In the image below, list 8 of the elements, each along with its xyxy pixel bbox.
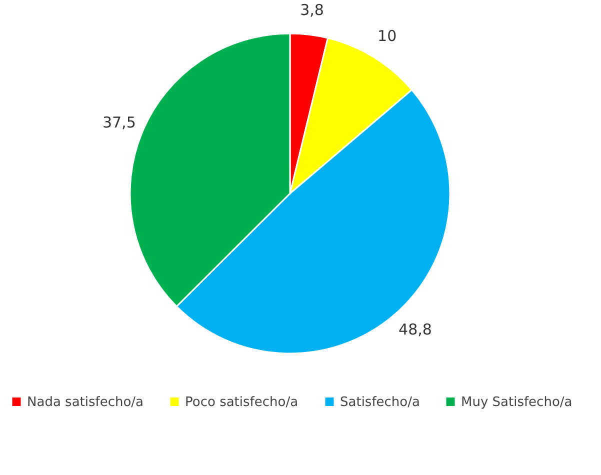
legend-label: Satisfecho/a: [340, 394, 420, 410]
legend-label: Nada satisfecho/a: [27, 394, 144, 410]
legend-label: Muy Satisfecho/a: [461, 394, 572, 410]
data-label: 48,8: [398, 320, 432, 339]
data-label: 3,8: [300, 0, 324, 19]
data-label: 37,5: [102, 114, 136, 132]
legend-label: Poco satisfecho/a: [185, 394, 298, 410]
data-label: 10: [378, 27, 397, 46]
